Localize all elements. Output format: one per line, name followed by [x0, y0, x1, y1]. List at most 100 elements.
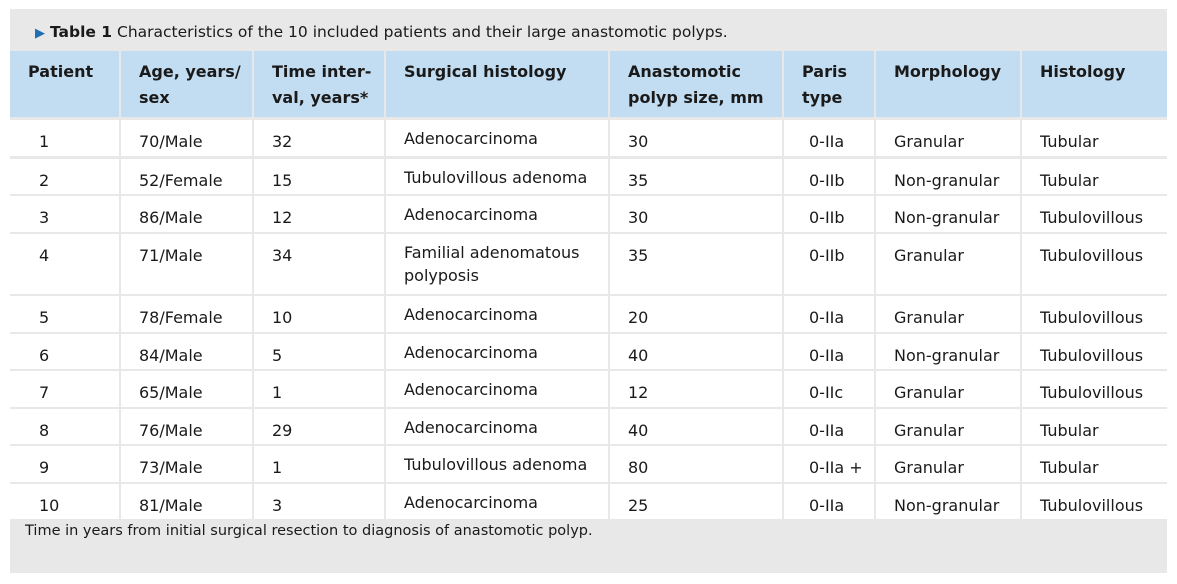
cell-patient: 8 [10, 409, 119, 444]
cell-paris-type: 0-IIa [784, 484, 874, 519]
column-header-time-interval: Time inter-val, years* [254, 51, 384, 117]
cell-age-sex: 52/Female [121, 159, 252, 194]
cell-age-sex: 71/Male [121, 234, 252, 294]
cell-surgical-histology: Adenocarcinoma [386, 296, 608, 332]
cell-paris-type: 0-IIa + Is [784, 446, 874, 500]
cell-time-interval: 34 [254, 234, 384, 294]
triangle-marker-icon: ▶ [35, 26, 45, 41]
column-header-morphology: Morphology [876, 51, 1020, 117]
cell-polyp-size: 35 [610, 234, 782, 294]
cell-histology: Tubular [1022, 159, 1167, 194]
cell-age-sex: 86/Male [121, 196, 252, 232]
cell-patient: 7 [10, 371, 119, 407]
cell-paris-type: 0-IIc [784, 371, 874, 407]
cell-age-sex: 65/Male [121, 371, 252, 407]
column-header-patient: Patient [10, 51, 119, 117]
cell-polyp-size: 25 [610, 484, 782, 519]
cell-time-interval: 12 [254, 196, 384, 232]
cell-age-sex: 70/Male [121, 120, 252, 156]
cell-histology: Tubulovillous [1022, 371, 1167, 407]
column-header-line: val, years* [272, 88, 369, 107]
cell-histology: Tubulovillous [1022, 234, 1167, 294]
cell-time-interval: 1 [254, 446, 384, 482]
table-label: Table 1 [49, 23, 113, 41]
cell-surgical-histology: Familial adenomatous polyposis [386, 234, 608, 294]
cell-paris-type: 0-IIa [784, 334, 874, 369]
cell-time-interval: 32 [254, 120, 384, 156]
column-header-line: Age, years/ [139, 62, 241, 81]
cell-surgical-histology: Tubulovillous adenoma [386, 446, 608, 482]
cell-polyp-size: 40 [610, 409, 782, 444]
cell-histology: Tubulovillous [1022, 196, 1167, 232]
cell-morphology: Non-granular [876, 196, 1020, 232]
column-header-line: Histology [1040, 62, 1126, 81]
table-row: 8 76/Male 29 Adenocarcinoma 40 0-IIa Granular T… [0, 409, 1167, 444]
table-row: 10 81/Male 3 Adenocarcinoma 25 0-IIa Non-granu… [0, 484, 1167, 519]
cell-paris-type: 0-IIa [784, 409, 874, 444]
cell-histology: Tubulovillous [1022, 484, 1167, 519]
column-header-histology: Histology [1022, 51, 1167, 117]
cell-polyp-size: 12 [610, 371, 782, 407]
table-row: 1 70/Male 32 Adenocarcinoma 30 0-IIa Granular T… [0, 120, 1167, 156]
column-header-polyp-size: Anastomotic polyp size, mm [610, 51, 782, 117]
cell-surgical-histology: Adenocarcinoma [386, 196, 608, 232]
cell-paris-type: 0-IIb [784, 159, 874, 194]
cell-histology: Tubulovillous [1022, 334, 1167, 369]
column-header-line: Anastomotic [628, 62, 742, 81]
cell-time-interval: 5 [254, 334, 384, 369]
table-row: 2 52/Female 15 Tubulovillous adenoma 35 0-IIb… [0, 159, 1167, 194]
cell-patient: 5 [10, 296, 119, 332]
cell-morphology: Granular [876, 234, 1020, 294]
cell-polyp-size: 30 [610, 196, 782, 232]
cell-paris-type: 0-IIa [784, 296, 874, 332]
table-caption: ▶ Table 1 Characteristics of the 10 incl… [35, 22, 728, 44]
cell-age-sex: 81/Male [121, 484, 252, 519]
cell-polyp-size: 20 [610, 296, 782, 332]
column-header-line: Surgical histology [404, 62, 567, 81]
cell-age-sex: 78/Female [121, 296, 252, 332]
cell-morphology: Non-granular [876, 159, 1020, 194]
column-header-line: polyp size, mm [628, 88, 764, 107]
cell-morphology: Granular [876, 371, 1020, 407]
cell-histology: Tubular [1022, 446, 1167, 482]
cell-time-interval: 15 [254, 159, 384, 194]
cell-surgical-histology: Adenocarcinoma [386, 409, 608, 444]
cell-polyp-size: 30 [610, 120, 782, 156]
cell-patient: 4 [10, 234, 119, 294]
column-header-line: Paris [802, 62, 847, 81]
cell-polyp-size: 40 [610, 334, 782, 369]
column-header-surgical-histology: Surgical histology [386, 51, 608, 117]
cell-time-interval: 1 [254, 371, 384, 407]
cell-morphology: Non-granular [876, 484, 1020, 519]
cell-morphology: Non-granular [876, 334, 1020, 369]
table-row: 3 86/Male 12 Adenocarcinoma 30 0-IIb Non-granu… [0, 196, 1167, 232]
column-header-paris-type: Paris type [784, 51, 874, 117]
cell-morphology: Granular [876, 446, 1020, 482]
cell-morphology: Granular [876, 120, 1020, 156]
cell-surgical-histology: Adenocarcinoma [386, 484, 608, 519]
cell-time-interval: 29 [254, 409, 384, 444]
cell-time-interval: 3 [254, 484, 384, 519]
cell-paris-type: 0-IIb [784, 234, 874, 294]
cell-patient: 3 [10, 196, 119, 232]
cell-age-sex: 73/Male [121, 446, 252, 482]
cell-polyp-size: 35 [610, 159, 782, 194]
column-header-line: Patient [28, 62, 94, 81]
column-header-line: type [802, 88, 843, 107]
cell-paris-type: 0-IIa [784, 120, 874, 156]
table-row: 4 71/Male 34 Familial adenomatous polyposis… [0, 234, 1167, 294]
cell-age-sex: 76/Male [121, 409, 252, 444]
table-title: Characteristics of the 10 included patie… [117, 23, 728, 41]
cell-surgical-histology: Adenocarcinoma [386, 371, 608, 407]
cell-time-interval: 10 [254, 296, 384, 332]
table-row: 9 73/Male 1 Tubulovillous adenoma 80 0-IIa + … [0, 446, 1167, 500]
cell-histology: Tubular [1022, 409, 1167, 444]
cell-surgical-histology: Tubulovillous adenoma [386, 159, 608, 194]
cell-morphology: Granular [876, 409, 1020, 444]
cell-age-sex: 84/Male [121, 334, 252, 369]
cell-surgical-histology: Adenocarcinoma [386, 120, 608, 156]
table-footnote: Time in years from initial surgical rese… [25, 523, 593, 539]
table-row: 6 84/Male 5 Adenocarcinoma 40 0-IIa Non-granul… [0, 334, 1167, 369]
column-header-line: sex [139, 88, 170, 107]
cell-patient: 6 [10, 334, 119, 369]
